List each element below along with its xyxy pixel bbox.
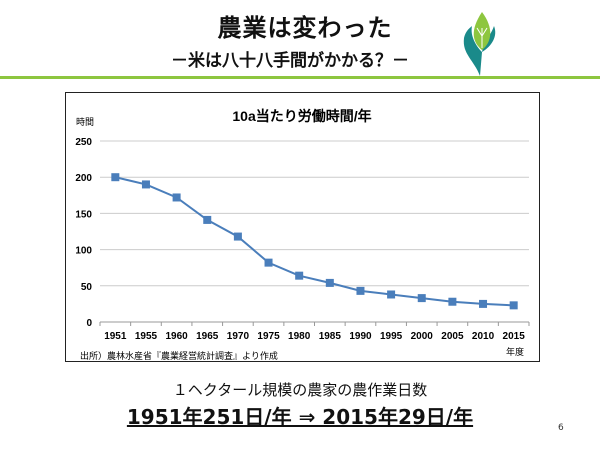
data-point [479, 299, 488, 308]
x-tick-label: 1951 [104, 331, 127, 342]
chart-title: 10a当たり労働時間/年 [232, 108, 371, 124]
x-tick-label: 2000 [411, 331, 434, 342]
slide-title: 農業は変わった [217, 14, 393, 42]
x-tick-label: 1960 [165, 331, 188, 342]
y-tick-label: 100 [75, 246, 92, 257]
x-tick-label: 1980 [288, 331, 311, 342]
x-tick-label: 1985 [319, 331, 342, 342]
y-axis-label: 時間 [76, 117, 94, 127]
leaf-logo-icon [460, 10, 500, 82]
series-line [115, 176, 514, 307]
data-point [172, 193, 181, 202]
x-tick-label: 2010 [472, 331, 495, 342]
data-point [417, 294, 426, 303]
data-point [356, 286, 365, 295]
x-tick-label: 2015 [503, 331, 526, 342]
y-tick-label: 200 [75, 173, 92, 184]
x-tick-label: 1955 [135, 331, 158, 342]
header-divider [0, 76, 600, 79]
data-point [387, 290, 396, 299]
y-tick-label: 0 [86, 318, 92, 329]
data-point [264, 258, 273, 267]
data-point [325, 278, 334, 287]
x-tick-label: 2005 [441, 331, 464, 342]
y-tick-label: 250 [75, 137, 92, 148]
headline: 1951年251日/年 ⇒ 2015年29日/年 [126, 405, 474, 429]
data-point [141, 180, 150, 189]
chart: 10a当たり労働時間/年 時間 年度 出所）農林水産省『農業経営統計調査』より作… [65, 92, 540, 362]
y-tick-label: 150 [75, 209, 92, 220]
data-point [448, 297, 457, 306]
y-tick-label: 50 [81, 282, 93, 293]
x-tick-label: 1975 [257, 331, 280, 342]
x-axis-label: 年度 [506, 346, 524, 357]
x-tick-label: 1965 [196, 331, 219, 342]
slide-subtitle: －米は八十八手間がかかる？－ [171, 51, 409, 71]
data-point [111, 173, 120, 182]
x-tick-label: 1990 [349, 331, 372, 342]
data-point [233, 232, 242, 241]
data-point [509, 301, 518, 310]
data-point [203, 215, 212, 224]
x-tick-label: 1970 [227, 331, 250, 342]
x-tick-label: 1995 [380, 331, 403, 342]
line-chart: 10a当たり労働時間/年 時間 年度 出所）農林水産省『農業経営統計調査』より作… [75, 108, 530, 361]
page-number: 6 [558, 423, 564, 433]
data-point [295, 271, 304, 280]
source-note: 出所）農林水産省『農業経営統計調査』より作成 [80, 350, 278, 361]
caption: １ヘクタール規模の農家の農作業日数 [172, 381, 428, 399]
